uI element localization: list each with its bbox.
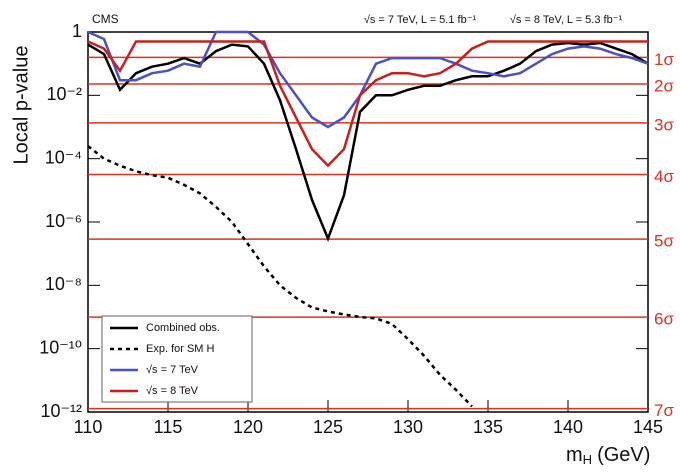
legend-label: √s = 7 TeV: [146, 364, 199, 376]
series-line: [87, 40, 648, 168]
y-tick-label: 10⁻²: [46, 84, 82, 104]
x-tick-label: 115: [154, 417, 183, 437]
x-tick-label: 140: [553, 417, 583, 437]
legend-label: Combined obs.: [146, 322, 220, 334]
x-axis-title-unit: (GeV): [597, 444, 650, 466]
x-axis-title-main: m: [566, 444, 583, 466]
energy-label: √s = 8 TeV, L = 5.3 fb⁻¹: [510, 14, 623, 26]
y-tick-label: 10⁻¹⁰: [39, 337, 82, 357]
energy-label: √s = 7 TeV, L = 5.1 fb⁻¹: [364, 14, 477, 26]
sigma-label: 5σ: [654, 232, 674, 251]
sigma-label: 2σ: [654, 77, 674, 96]
y-tick-label: 10⁻⁴: [45, 147, 82, 167]
x-tick-label: 130: [393, 417, 423, 437]
sigma-label: 7σ: [654, 401, 674, 420]
sigma-label: 1σ: [654, 50, 674, 69]
x-tick-label: 145: [633, 417, 663, 437]
legend-box: [101, 315, 253, 403]
y-tick-label: 10⁻⁶: [45, 211, 82, 231]
x-axis-title: mH (GeV): [566, 444, 650, 467]
series-line: [87, 41, 649, 243]
x-tick-label: 110: [74, 417, 103, 437]
y-tick-label: 1: [72, 21, 82, 41]
y-tick-label: 10⁻¹²: [40, 401, 82, 421]
x-axis-title-sub: H: [583, 452, 592, 467]
legend-label: Exp. for SM H: [146, 343, 215, 355]
x-tick-label: 125: [313, 417, 343, 437]
legend-label: √s = 8 TeV: [146, 385, 199, 397]
y-tick-label: 10⁻⁸: [45, 274, 82, 294]
sigma-label: 4σ: [654, 167, 674, 186]
sigma-label: 6σ: [654, 310, 674, 329]
y-axis-title: Local p-value: [10, 46, 32, 165]
x-tick-label: 135: [473, 417, 503, 437]
x-tick-label: 120: [233, 417, 263, 437]
sigma-label: 3σ: [654, 115, 674, 134]
series-line: [87, 30, 649, 129]
experiment-label: CMS: [92, 12, 119, 26]
